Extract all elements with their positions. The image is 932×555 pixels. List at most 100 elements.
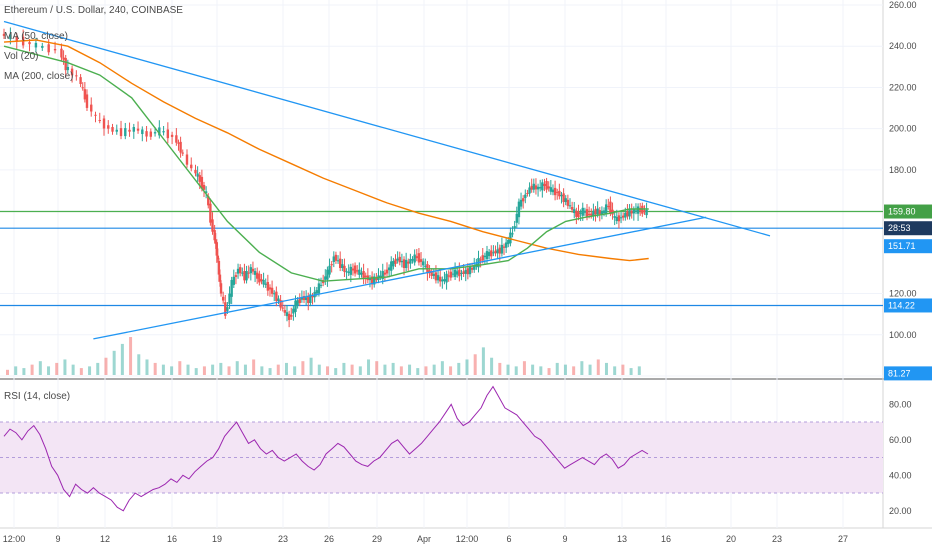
candle-body <box>373 276 376 285</box>
volume-bar <box>596 359 600 375</box>
symbol-title[interactable]: Ethereum / U.S. Dollar, 240, COINBASE <box>4 5 183 16</box>
candle-body <box>260 279 263 282</box>
indicator-vol-label[interactable]: Vol (20) <box>4 51 38 62</box>
candle-body <box>368 278 372 281</box>
candle-body <box>53 48 57 51</box>
candle-body <box>551 189 555 193</box>
candle-body <box>219 283 223 294</box>
volume-bar <box>137 354 141 375</box>
candle-body <box>258 273 261 283</box>
candle-body <box>632 209 636 214</box>
candle-body <box>236 268 240 274</box>
candle-body <box>547 186 550 189</box>
volume-bar <box>227 366 231 375</box>
candle-body <box>409 258 412 264</box>
candle-body <box>285 312 289 317</box>
candle-body <box>292 308 295 314</box>
indicator-ma200-label[interactable]: MA (200, close) <box>4 71 73 82</box>
volume-bar <box>391 362 395 375</box>
volume-bar <box>408 364 412 375</box>
volume-bar <box>629 368 633 375</box>
price-tag-label: 28:53 <box>888 223 911 233</box>
candle-body <box>383 272 387 275</box>
candle-body <box>79 77 82 85</box>
price-axis[interactable]: 260.00240.00220.00200.00180.00160.00120.… <box>889 0 917 381</box>
candle-body <box>81 87 84 89</box>
candle-body <box>607 206 610 208</box>
rsi-label[interactable]: RSI (14, close) <box>4 391 70 402</box>
candle-body <box>324 276 327 280</box>
volume-bar <box>399 366 403 375</box>
candle-body <box>575 210 578 217</box>
volume-bar <box>588 364 592 375</box>
ma50-line <box>3 45 649 282</box>
candle-body <box>315 290 318 294</box>
candle-body <box>613 216 616 218</box>
candle-body <box>185 154 189 165</box>
price-tag-box <box>884 298 932 313</box>
volume-bar <box>514 366 518 375</box>
candle-body <box>496 249 499 254</box>
candle-body <box>573 209 576 214</box>
rsi-tick-label: 80.00 <box>889 399 912 409</box>
candle-body <box>553 187 557 196</box>
candle-body <box>179 141 182 153</box>
volume-bar <box>522 361 526 375</box>
candle-body <box>379 275 382 278</box>
price-tag-label: 151.71 <box>888 241 916 251</box>
candle-body <box>215 242 218 256</box>
candle-body <box>298 298 301 304</box>
candle-body <box>473 265 476 270</box>
time-tick-label: Apr <box>417 534 431 544</box>
time-tick-label: 16 <box>661 534 671 544</box>
volume-bar <box>326 366 329 375</box>
candle-body <box>411 259 414 261</box>
candle-body <box>296 300 299 306</box>
volume-bar <box>30 364 34 375</box>
volume-bar <box>243 364 247 375</box>
candle-body <box>541 182 544 191</box>
indicator-ma50-label[interactable]: MA (50, close) <box>4 31 68 42</box>
volume-bar <box>145 359 149 375</box>
candle-body <box>211 219 214 232</box>
candle-body <box>230 279 233 297</box>
candle-body <box>351 268 355 271</box>
volume-bar <box>563 364 567 375</box>
volume-bar <box>449 366 453 375</box>
volume-bar <box>211 364 215 375</box>
horizontal-levels[interactable] <box>0 210 883 307</box>
price-tag-label: 114.22 <box>888 300 915 310</box>
volume-bar <box>170 366 174 375</box>
candle-body <box>641 205 644 214</box>
candle-body <box>626 211 629 217</box>
candle-body <box>375 278 378 281</box>
price-tag-label: 159.80 <box>888 207 916 217</box>
candle-body <box>590 213 593 216</box>
volume-bar <box>55 362 59 375</box>
candle-body <box>513 226 516 229</box>
candle-body <box>436 275 440 281</box>
rsi-axis[interactable]: 80.00 60.00 40.00 20.00 <box>889 399 912 516</box>
candle-body <box>62 57 65 60</box>
main-pane[interactable] <box>0 0 883 378</box>
volume-bar <box>71 364 75 375</box>
candle-body <box>332 256 336 262</box>
candle-body <box>98 120 101 122</box>
time-tick-label: 12:00 <box>3 534 26 544</box>
volume-bar <box>178 361 182 375</box>
candle-body <box>460 272 463 274</box>
candle-body <box>628 209 631 217</box>
candle-body <box>634 210 638 212</box>
candle-body <box>387 267 391 271</box>
trendlines[interactable] <box>3 20 771 340</box>
candle-body <box>583 210 587 213</box>
volume-bar <box>375 361 379 375</box>
candle-body <box>447 275 450 277</box>
candle-body <box>636 206 640 214</box>
candle-body <box>243 271 246 281</box>
time-axis[interactable]: 12:00 9 12 16 19 23 26 29 Apr 12:00 6 9 13 16 20 23 27 <box>3 534 848 544</box>
candle-body <box>456 271 459 275</box>
candle-body <box>458 269 461 277</box>
